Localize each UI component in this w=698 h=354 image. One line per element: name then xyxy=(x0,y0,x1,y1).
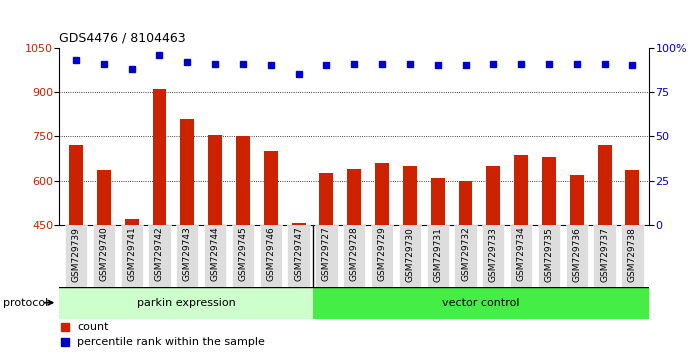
Bar xyxy=(125,219,139,225)
Text: GSM729747: GSM729747 xyxy=(294,227,303,281)
Bar xyxy=(348,169,361,225)
Bar xyxy=(431,178,445,225)
Bar xyxy=(371,225,393,287)
Bar xyxy=(514,155,528,225)
Text: vector control: vector control xyxy=(442,298,519,308)
Text: GSM729736: GSM729736 xyxy=(572,227,581,281)
Bar xyxy=(232,225,254,287)
Bar xyxy=(482,225,505,287)
Bar xyxy=(65,225,87,287)
Bar xyxy=(593,225,616,287)
Text: GSM729737: GSM729737 xyxy=(600,227,609,281)
Text: GDS4476 / 8104463: GDS4476 / 8104463 xyxy=(59,31,186,44)
Bar xyxy=(315,225,338,287)
Text: count: count xyxy=(77,321,108,332)
Text: GSM729730: GSM729730 xyxy=(406,227,415,281)
Bar xyxy=(180,119,194,225)
Bar xyxy=(236,136,250,225)
Bar xyxy=(288,225,310,287)
Text: GSM729728: GSM729728 xyxy=(350,227,359,281)
Text: GSM729740: GSM729740 xyxy=(99,227,108,281)
Bar xyxy=(454,225,477,287)
Bar xyxy=(176,225,198,287)
Bar xyxy=(343,225,365,287)
Bar xyxy=(459,181,473,225)
Bar xyxy=(426,225,449,287)
Bar xyxy=(313,287,649,319)
Text: GSM729733: GSM729733 xyxy=(489,227,498,281)
Bar xyxy=(69,145,83,225)
Bar xyxy=(403,166,417,225)
Bar xyxy=(59,287,313,319)
Bar xyxy=(121,225,143,287)
Bar xyxy=(487,166,500,225)
Bar xyxy=(260,225,282,287)
Bar xyxy=(510,225,533,287)
Text: GSM729727: GSM729727 xyxy=(322,227,331,281)
Bar xyxy=(375,164,389,225)
Text: GSM729741: GSM729741 xyxy=(127,227,136,281)
Text: parkin expression: parkin expression xyxy=(137,298,235,308)
Bar xyxy=(204,225,226,287)
Bar xyxy=(597,145,611,225)
Text: GSM729731: GSM729731 xyxy=(433,227,443,281)
Bar xyxy=(625,170,639,225)
Text: GSM729729: GSM729729 xyxy=(378,227,387,281)
Bar xyxy=(565,225,588,287)
Bar xyxy=(570,175,584,225)
Bar xyxy=(153,89,166,225)
Text: GSM729745: GSM729745 xyxy=(239,227,248,281)
Text: GSM729744: GSM729744 xyxy=(211,227,220,281)
Bar xyxy=(264,151,278,225)
Bar xyxy=(320,173,334,225)
Text: GSM729746: GSM729746 xyxy=(266,227,275,281)
Text: GSM729738: GSM729738 xyxy=(628,227,637,281)
Bar xyxy=(399,225,421,287)
Bar xyxy=(542,157,556,225)
Bar xyxy=(149,225,170,287)
Text: percentile rank within the sample: percentile rank within the sample xyxy=(77,337,265,348)
Text: GSM729734: GSM729734 xyxy=(517,227,526,281)
Bar xyxy=(621,225,644,287)
Text: GSM729732: GSM729732 xyxy=(461,227,470,281)
Bar xyxy=(292,223,306,225)
Bar xyxy=(208,135,222,225)
Text: protocol: protocol xyxy=(3,298,49,308)
Text: GSM729742: GSM729742 xyxy=(155,227,164,281)
Text: GSM729739: GSM729739 xyxy=(71,227,80,281)
Bar xyxy=(93,225,115,287)
Text: GSM729743: GSM729743 xyxy=(183,227,192,281)
Bar xyxy=(97,170,111,225)
Text: GSM729735: GSM729735 xyxy=(544,227,554,281)
Bar xyxy=(538,225,560,287)
